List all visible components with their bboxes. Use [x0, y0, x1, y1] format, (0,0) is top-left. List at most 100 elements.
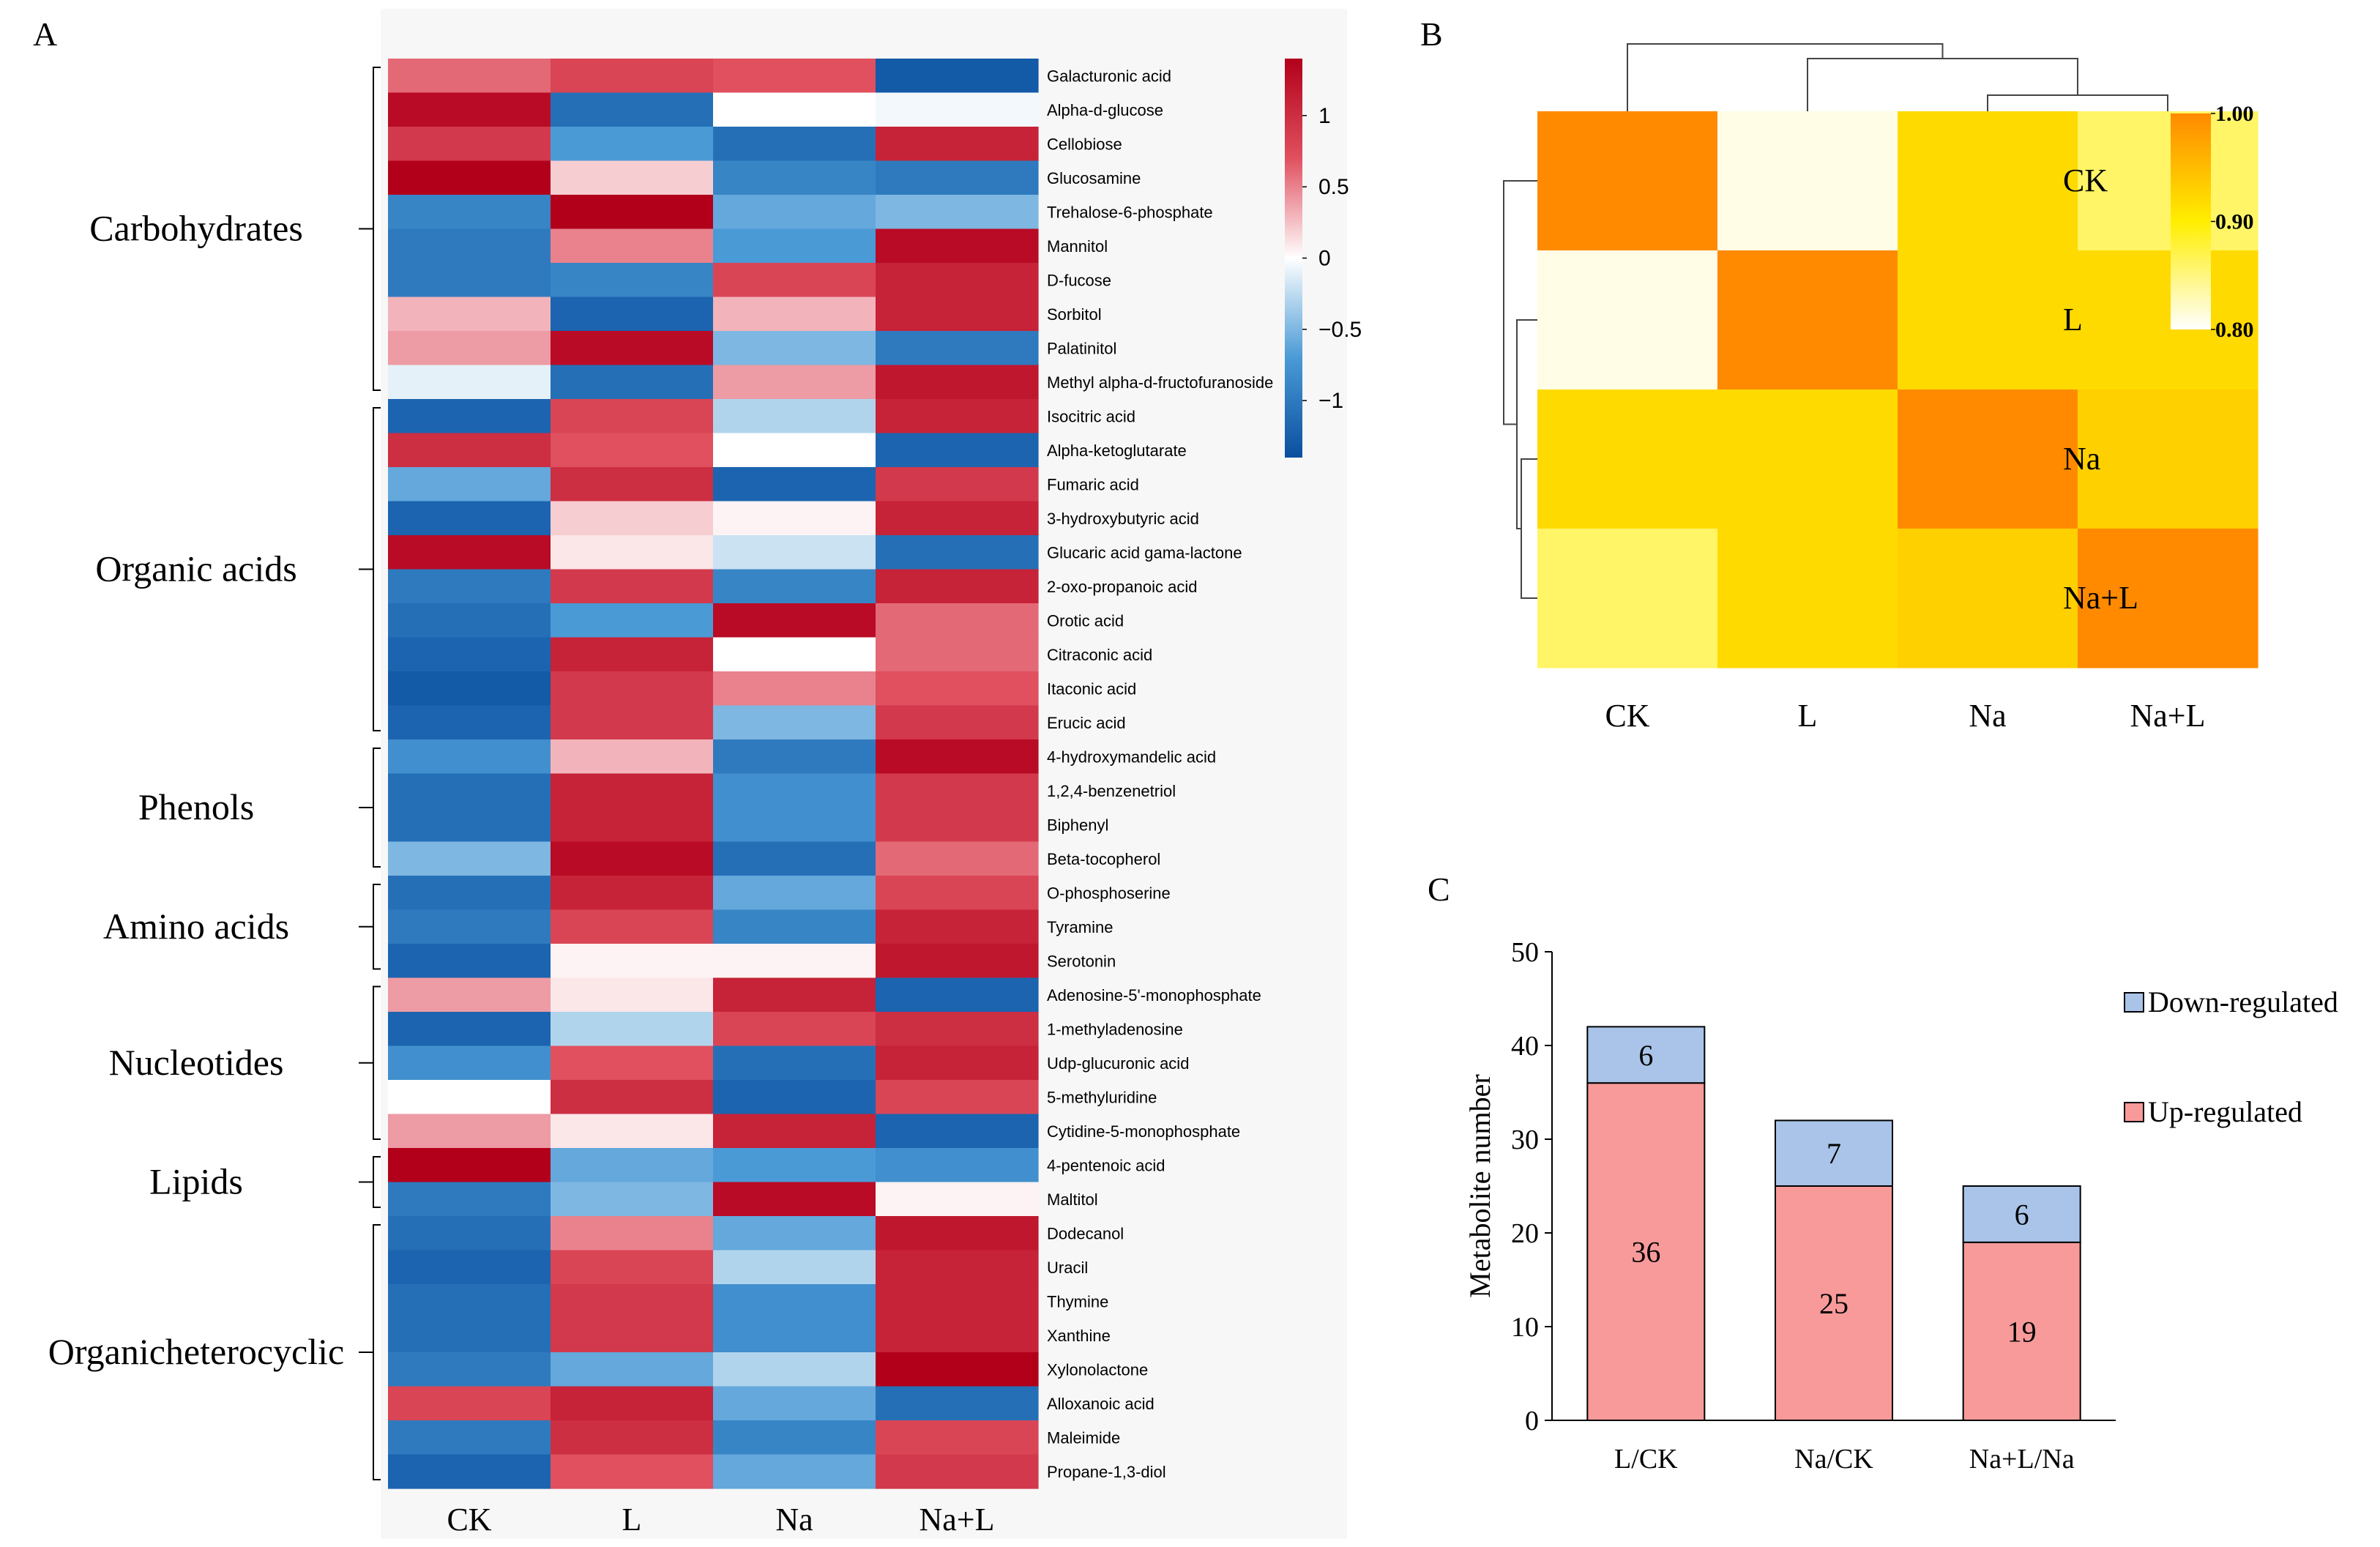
heatmap-a-cell	[551, 944, 714, 979]
heatmap-a-cell	[551, 1182, 714, 1217]
heatmap-a-cell	[713, 433, 876, 468]
heatmap-a-cell	[388, 195, 551, 230]
heatmap-a-cell	[388, 127, 551, 162]
heatmap-a-cell	[551, 808, 714, 843]
heatmap-a-cell	[388, 160, 551, 195]
colorbar-tick-label: 0.80	[2215, 318, 2254, 342]
correlation-cell	[1717, 389, 1898, 529]
heatmap-a-cell	[713, 331, 876, 366]
heatmap-a-cell	[388, 671, 551, 707]
heatmap-a-cell	[876, 365, 1039, 400]
heatmap-a-cell	[388, 1284, 551, 1319]
heatmap-a-cell	[876, 331, 1039, 366]
bar-value-label: 36	[1631, 1236, 1660, 1269]
correlation-cell	[1537, 250, 1718, 390]
heatmap-a: Galacturonic acid Alpha-d-glucose Cellobio…	[48, 59, 1362, 1537]
heatmap-a-cell	[388, 1318, 551, 1353]
metabolite-label: Serotonin	[1047, 952, 1116, 970]
heatmap-a-cell	[388, 1114, 551, 1149]
heatmap-a-cell	[713, 1250, 876, 1285]
heatmap-a-cell	[551, 160, 714, 195]
metabolite-label: 1-methyladenosine	[1047, 1020, 1183, 1038]
metabolite-label: 1,2,4-benzenetriol	[1047, 782, 1176, 800]
correlation-cell	[2078, 529, 2258, 668]
bar-value-label: 7	[1827, 1137, 1841, 1170]
colorbar-tick-label: 1.00	[2215, 102, 2254, 126]
heatmap-a-column-label: Na	[775, 1502, 813, 1537]
metabolite-label: Thymine	[1047, 1292, 1108, 1311]
heatmap-a-cell	[876, 1250, 1039, 1285]
x-tick-label: L/CK	[1614, 1444, 1678, 1475]
heatmap-a-cell	[551, 1216, 714, 1251]
heatmap-a-cell	[876, 433, 1039, 468]
metabolite-label: Xylonolactone	[1047, 1360, 1148, 1379]
bar-segment	[1962, 1185, 2081, 1243]
heatmap-a-cell	[713, 1045, 876, 1081]
heatmap-a-cell	[388, 1454, 551, 1489]
heatmap-a-cell	[388, 331, 551, 366]
heatmap-a-cell	[713, 1080, 876, 1115]
heatmap-a-cell	[876, 909, 1039, 944]
heatmap-a-cell	[551, 876, 714, 911]
heatmap-a-cell	[388, 739, 551, 775]
metabolite-label: D-fucose	[1047, 271, 1111, 289]
correlation-row-label: Na	[2063, 441, 2100, 477]
heatmap-a-cell	[388, 603, 551, 638]
metabolite-label: Cytidine-5-monophosphate	[1047, 1122, 1240, 1141]
y-tick-label: 20	[1511, 1218, 1539, 1249]
correlation-cell	[1898, 389, 2078, 529]
heatmap-a-cell	[713, 808, 876, 843]
metabolite-label: Isocitric acid	[1047, 407, 1135, 425]
heatmap-a-cell	[876, 59, 1039, 94]
heatmap-a-cell	[876, 1114, 1039, 1149]
heatmap-a-cell	[388, 1352, 551, 1387]
correlation-cell	[1537, 389, 1718, 529]
heatmap-a-cell	[388, 297, 551, 332]
heatmap-a-cell	[713, 1114, 876, 1149]
correlation-cell	[1717, 250, 1898, 390]
heatmap-a-cell	[713, 637, 876, 672]
correlation-cell	[1717, 529, 1898, 668]
heatmap-a-cell	[551, 195, 714, 230]
heatmap-a-cell	[713, 944, 876, 979]
heatmap-a-cell	[551, 1420, 714, 1455]
bar-segment	[1586, 1026, 1706, 1084]
heatmap-a-cell	[876, 228, 1039, 264]
heatmap-a-cell	[551, 92, 714, 127]
heatmap-a-column-label: CK	[447, 1502, 491, 1537]
left-dendrogram-branch	[1516, 319, 1537, 529]
heatmap-a-cell	[876, 1318, 1039, 1353]
correlation-row-label: L	[2063, 302, 2083, 338]
category-bracket	[373, 407, 381, 731]
correlation-column-label: CK	[1605, 698, 1649, 734]
y-tick-label: 30	[1511, 1125, 1539, 1155]
heatmap-a-cell	[876, 399, 1039, 434]
metabolite-label: Glucosamine	[1047, 169, 1141, 187]
correlation-cell	[1537, 529, 1718, 668]
heatmap-a-cell	[388, 1250, 551, 1285]
heatmap-a-cell	[876, 127, 1039, 162]
metabolite-label: Uracil	[1047, 1259, 1088, 1277]
heatmap-a-cell	[713, 773, 876, 808]
heatmap-a-column-label: Na+L	[919, 1502, 995, 1537]
bar-segment	[1962, 1241, 2081, 1422]
heatmap-a-cell	[876, 705, 1039, 740]
heatmap-a-cell	[713, 228, 876, 264]
metabolite-label: Alpha-ketoglutarate	[1047, 441, 1187, 460]
bar-segment	[1775, 1119, 1893, 1188]
heatmap-a-cell	[388, 1216, 551, 1251]
heatmap-a-cell	[876, 1454, 1039, 1489]
bar-segment	[1586, 1082, 1706, 1421]
heatmap-a-cell	[876, 195, 1039, 230]
category-label: Lipids	[149, 1161, 243, 1202]
heatmap-a-cell	[388, 977, 551, 1013]
left-dendrogram-branch	[1503, 180, 1537, 425]
correlation-cell	[1717, 111, 1898, 251]
y-tick-label: 40	[1511, 1031, 1539, 1062]
category-label: Organic acids	[95, 548, 296, 589]
heatmap-a-cell	[551, 1284, 714, 1319]
heatmap-a-cell	[551, 977, 714, 1013]
metabolite-label: Galacturonic acid	[1047, 67, 1171, 85]
heatmap-a-cell	[388, 569, 551, 604]
category-bracket	[373, 748, 381, 868]
